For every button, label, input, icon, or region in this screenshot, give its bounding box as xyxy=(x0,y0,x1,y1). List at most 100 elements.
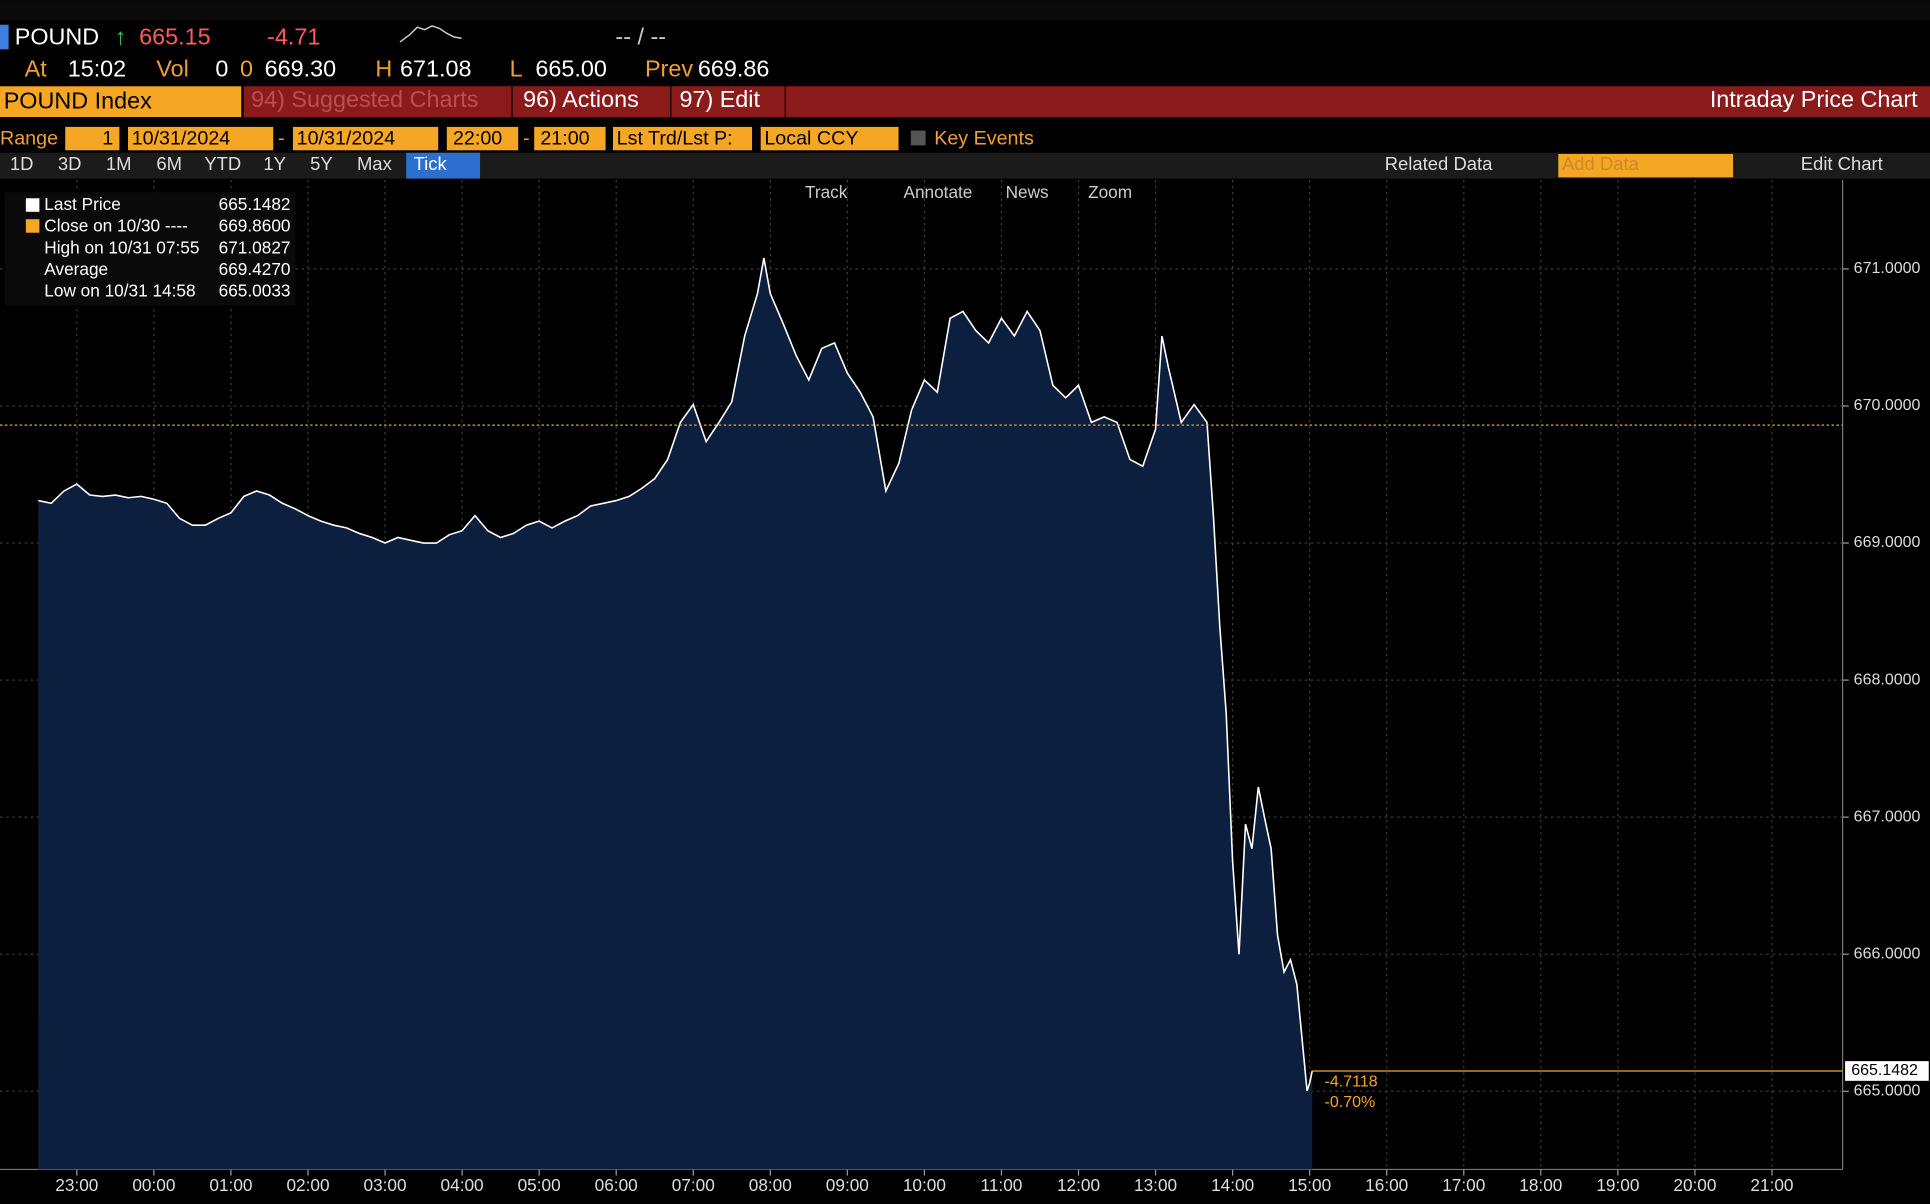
high-label: H xyxy=(375,55,392,81)
x-tick-label: 15:00 xyxy=(1288,1175,1331,1195)
x-tick-label: 03:00 xyxy=(364,1175,407,1195)
plot: 665.0000 666.0000 667.0000 668.0000 669.0000… xyxy=(0,179,1929,1195)
dropdown[interactable] xyxy=(760,126,899,151)
related-data[interactable]: Related Data xyxy=(1385,153,1493,174)
period-buttons: 1D 3D 1M 6M YTD 1Y 5Y Max Tick xyxy=(10,153,448,174)
vol2: 0 xyxy=(240,55,253,81)
period-button[interactable]: Tick xyxy=(414,153,448,174)
period-button[interactable]: YTD xyxy=(204,153,241,174)
low: 665.00 xyxy=(535,55,607,81)
low-label: L xyxy=(510,55,523,81)
period-button[interactable]: Max xyxy=(357,153,393,174)
x-tick-label: 08:00 xyxy=(749,1175,792,1195)
last-price-label: 665.1482 xyxy=(1851,1062,1918,1079)
change: -4.71 xyxy=(267,23,320,49)
field: Lst Trd/Lst P: xyxy=(617,127,733,149)
edit[interactable]: 97) Edit xyxy=(679,86,760,112)
y-tick-label: 669.0000 xyxy=(1854,534,1921,551)
legend-swatch xyxy=(25,198,40,212)
x-tick-label: 18:00 xyxy=(1519,1175,1562,1195)
y-tick-label: 671.0000 xyxy=(1854,260,1921,277)
suggested[interactable]: 94) Suggested Charts xyxy=(251,86,478,112)
view-title[interactable]: Intraday Price Chart xyxy=(1710,86,1918,112)
range-bar: Range 1 10/31/2024 - 10/31/2024 22:00 - … xyxy=(0,126,1034,151)
x-tick-label: 01:00 xyxy=(209,1175,252,1195)
legend-value: 669.4270 xyxy=(219,259,291,279)
input[interactable] xyxy=(612,126,753,151)
x-tick-label: 12:00 xyxy=(1057,1175,1100,1195)
x-tick-label: 16:00 xyxy=(1365,1175,1408,1195)
add-data-box[interactable] xyxy=(1558,153,1734,178)
x-tick-label: 13:00 xyxy=(1134,1175,1177,1195)
chart-tool[interactable]: Track xyxy=(805,182,848,202)
x-tick-label: 19:00 xyxy=(1596,1175,1639,1195)
x-tick-label: 06:00 xyxy=(595,1175,638,1195)
period-button[interactable]: 3D xyxy=(58,153,82,174)
period-button[interactable]: 1D xyxy=(10,153,34,174)
chart-tool[interactable]: Annotate xyxy=(903,182,972,202)
x-tick-label: 05:00 xyxy=(518,1175,561,1195)
x-tick-label: 04:00 xyxy=(441,1175,484,1195)
x-tick-label: 20:00 xyxy=(1673,1175,1716,1195)
legend-name: High on 10/31 07:55 xyxy=(44,237,199,257)
period-button[interactable]: 1Y xyxy=(263,153,286,174)
edit-chart[interactable]: Edit Chart xyxy=(1801,153,1883,174)
high: 671.08 xyxy=(400,55,472,81)
toolbar: POUND Index 94) Suggested Charts 96) Act… xyxy=(0,86,1930,118)
dash: - xyxy=(278,127,285,149)
input[interactable] xyxy=(446,126,519,151)
last-price-tag xyxy=(1845,1061,1929,1081)
ticker: POUND xyxy=(15,23,99,49)
time-start: 22:00 xyxy=(453,127,502,149)
period-button[interactable]: 1M xyxy=(106,153,132,174)
input[interactable] xyxy=(534,126,606,151)
up-arrow: ↑ xyxy=(114,23,126,49)
legend-name: Last Price xyxy=(44,194,121,214)
input[interactable] xyxy=(128,126,274,151)
price-line xyxy=(38,257,1314,1092)
open: 669.30 xyxy=(265,55,337,81)
chart-tool[interactable]: Zoom xyxy=(1088,182,1132,202)
add-data: Add Data xyxy=(1562,153,1640,174)
time: 15:02 xyxy=(68,55,127,81)
period-button[interactable]: 6M xyxy=(156,153,182,174)
header: POUND ↑ 665.15 -4.71 -- / -- At 15:02 Vo… xyxy=(15,23,770,81)
currency: Local CCY xyxy=(764,127,858,149)
legend-name: Low on 10/31 14:58 xyxy=(44,280,195,300)
top-strip xyxy=(0,0,1930,20)
price: 665.15 xyxy=(139,23,210,49)
bid-ask: -- / -- xyxy=(615,23,666,49)
x-tick-label: 00:00 xyxy=(132,1175,175,1195)
vol: 0 xyxy=(215,55,228,81)
input[interactable] xyxy=(292,126,439,151)
x-tick-label: 09:00 xyxy=(826,1175,869,1195)
x-tick-label: 14:00 xyxy=(1211,1175,1254,1195)
x-tick-label: 21:00 xyxy=(1750,1175,1793,1195)
legend-swatch xyxy=(25,219,40,233)
actions[interactable]: 96) Actions xyxy=(523,86,639,112)
input[interactable] xyxy=(65,126,120,151)
right-tools: Related Data Add Data Edit Chart xyxy=(1385,153,1883,178)
change-label: -4.7118 xyxy=(1325,1073,1378,1090)
legend-name: Average xyxy=(44,259,108,279)
change-pct-label: -0.70% xyxy=(1325,1094,1376,1111)
y-tick-label: 668.0000 xyxy=(1854,671,1921,688)
legend-value: 671.0827 xyxy=(219,237,291,257)
checkbox[interactable] xyxy=(910,130,926,146)
period-active xyxy=(406,152,481,179)
prev: 669.86 xyxy=(698,55,770,81)
menu-bar xyxy=(243,86,1930,118)
x-tick-label: 02:00 xyxy=(286,1175,329,1195)
at-label: At xyxy=(25,55,48,81)
prev-label: Prev xyxy=(645,55,693,81)
end-date: 10/31/2024 xyxy=(297,127,396,149)
security-box[interactable] xyxy=(0,86,242,118)
chart-tool[interactable]: News xyxy=(1006,182,1049,202)
x-tick-label: 10:00 xyxy=(903,1175,946,1195)
x-tick-label: 11:00 xyxy=(981,1175,1023,1195)
legend-value: 669.8600 xyxy=(219,216,291,236)
y-tick-label: 665.0000 xyxy=(1854,1083,1921,1100)
key-events[interactable]: Key Events xyxy=(934,127,1034,149)
period-button[interactable]: 5Y xyxy=(310,153,333,174)
security: POUND Index xyxy=(4,87,152,113)
